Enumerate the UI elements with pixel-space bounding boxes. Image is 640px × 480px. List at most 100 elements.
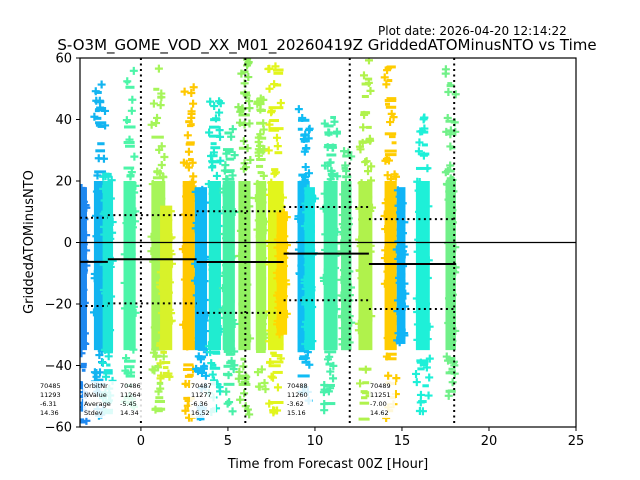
orbit-stat-label: Average xyxy=(84,400,111,408)
data-point xyxy=(359,284,368,293)
data-point xyxy=(157,194,166,203)
data-point xyxy=(259,301,266,305)
data-point xyxy=(341,307,347,311)
data-point xyxy=(384,153,397,157)
data-point xyxy=(384,278,392,282)
data-point xyxy=(416,235,429,239)
data-point xyxy=(424,256,433,265)
data-point xyxy=(277,307,287,311)
y-axis-label: GriddedATOMinusNTO xyxy=(22,170,37,314)
y-tick-label: −40 xyxy=(45,359,72,374)
data-point xyxy=(80,213,86,217)
data-point xyxy=(95,351,104,360)
data-point xyxy=(417,213,430,217)
data-point xyxy=(128,95,137,104)
orbit-stat-backing xyxy=(286,381,312,418)
data-point xyxy=(259,171,268,180)
data-point xyxy=(199,280,207,284)
data-point xyxy=(80,365,87,369)
data-point xyxy=(197,188,204,192)
data-point xyxy=(280,292,287,296)
data-point xyxy=(387,109,396,118)
data-point xyxy=(325,362,335,366)
data-point xyxy=(305,313,314,317)
data-point xyxy=(153,170,162,174)
data-point xyxy=(391,172,400,181)
data-point xyxy=(127,334,136,343)
orbit-stat-value: 70488 xyxy=(287,382,308,390)
data-point xyxy=(448,337,457,346)
data-point xyxy=(256,148,262,152)
data-point xyxy=(380,212,389,221)
data-point-cluster xyxy=(384,181,397,351)
data-point xyxy=(260,145,269,154)
data-point xyxy=(384,371,393,380)
data-strip xyxy=(272,208,291,339)
data-point xyxy=(305,321,313,325)
data-point xyxy=(258,320,267,329)
data-point xyxy=(297,374,310,378)
data-point xyxy=(104,211,113,215)
data-point xyxy=(366,86,375,95)
data-point xyxy=(330,117,339,126)
data-point xyxy=(257,171,264,175)
data-strip xyxy=(98,172,117,415)
data-point xyxy=(451,243,460,252)
data-point xyxy=(190,276,199,285)
data-point xyxy=(257,245,266,254)
data-point xyxy=(239,213,251,217)
data-point xyxy=(444,88,453,97)
data-point xyxy=(385,202,397,206)
data-point xyxy=(294,105,303,114)
data-point xyxy=(183,396,195,400)
data-point xyxy=(156,101,165,110)
data-point xyxy=(191,259,200,268)
data-point xyxy=(152,342,159,346)
data-point xyxy=(305,336,315,340)
data-point xyxy=(267,372,276,381)
data-point xyxy=(306,303,314,307)
data-point xyxy=(360,253,369,262)
data-point xyxy=(397,269,405,273)
data-point xyxy=(99,285,108,294)
data-point xyxy=(297,127,303,131)
data-point-cluster xyxy=(102,181,114,351)
data-point xyxy=(297,349,308,353)
data-point xyxy=(380,254,389,263)
data-point xyxy=(147,120,156,129)
y-tick-label: −20 xyxy=(45,298,72,313)
data-point xyxy=(124,288,133,297)
data-point xyxy=(256,350,266,354)
data-point xyxy=(245,410,254,419)
data-point xyxy=(196,355,207,359)
data-point xyxy=(238,194,249,198)
data-point xyxy=(105,244,113,248)
data-point xyxy=(359,401,371,405)
data-point xyxy=(398,239,405,243)
data-point xyxy=(341,222,352,226)
data-point xyxy=(310,194,319,203)
data-point xyxy=(189,172,198,181)
data-point xyxy=(127,106,136,115)
data-point xyxy=(241,275,250,279)
data-point xyxy=(425,354,434,363)
data-point xyxy=(94,90,102,94)
data-point xyxy=(324,239,333,248)
data-point xyxy=(227,221,234,225)
data-point xyxy=(244,73,253,82)
data-point xyxy=(271,354,283,358)
data-point xyxy=(257,181,266,185)
data-point xyxy=(222,299,235,303)
data-point xyxy=(305,253,315,257)
data-point xyxy=(364,77,373,81)
data-point xyxy=(182,236,192,240)
data-point xyxy=(197,367,203,371)
data-strip xyxy=(319,115,342,415)
data-point xyxy=(327,172,337,176)
data-point xyxy=(442,352,451,361)
data-point xyxy=(219,184,228,193)
data-point xyxy=(80,298,89,307)
data-point xyxy=(103,279,113,283)
data-point xyxy=(416,318,430,322)
data-point xyxy=(359,71,368,80)
